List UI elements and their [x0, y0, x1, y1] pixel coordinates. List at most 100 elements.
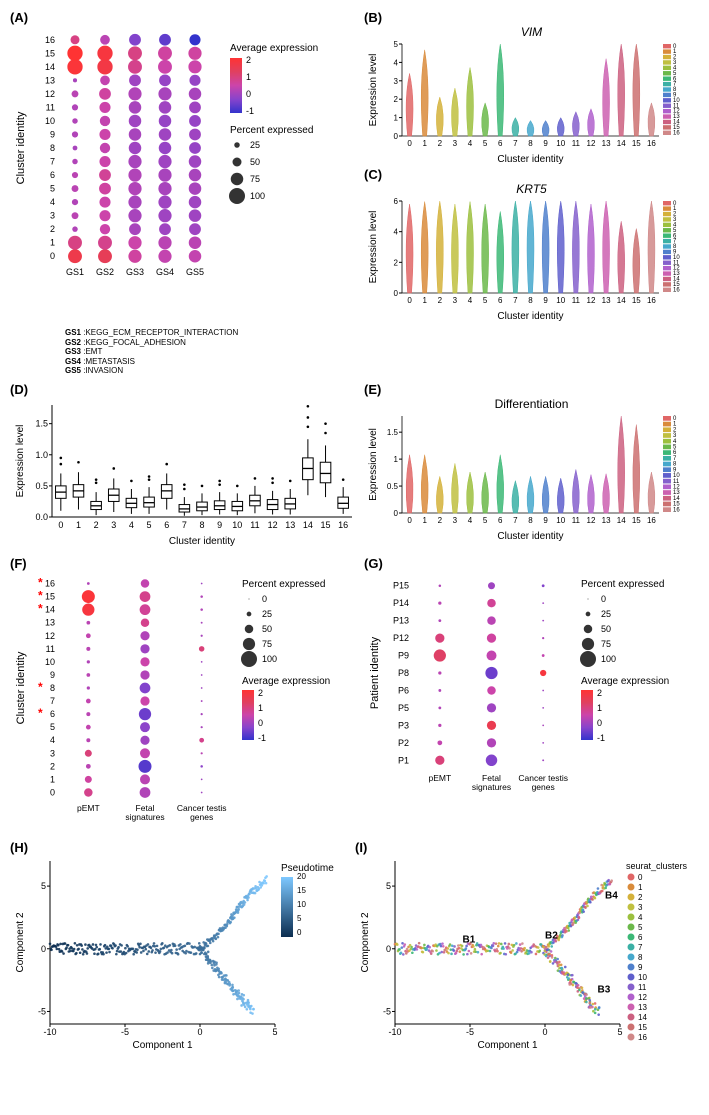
svg-text:pEMT: pEMT: [428, 773, 451, 783]
svg-text:13: 13: [285, 520, 295, 530]
panel-C-violin: 0246Expression levelCluster identity0123…: [364, 196, 699, 324]
svg-text:13: 13: [602, 139, 611, 148]
svg-text:25: 25: [250, 140, 260, 150]
svg-text:0: 0: [407, 296, 412, 305]
svg-text:0: 0: [297, 928, 302, 937]
label-D: (D): [10, 382, 28, 397]
svg-text:0: 0: [394, 289, 399, 298]
svg-text:75: 75: [262, 639, 272, 649]
svg-text:B1: B1: [463, 934, 476, 945]
svg-text:12: 12: [587, 139, 596, 148]
svg-text:8: 8: [50, 683, 55, 693]
svg-text:seurat_clusters: seurat_clusters: [626, 861, 688, 871]
svg-text:7: 7: [638, 943, 643, 952]
svg-text:0: 0: [258, 718, 263, 728]
svg-text:16: 16: [647, 516, 656, 525]
svg-text:Component 1: Component 1: [132, 1040, 192, 1050]
svg-text:genes: genes: [532, 782, 555, 792]
svg-text:-10: -10: [43, 1027, 56, 1037]
svg-text:100: 100: [250, 191, 265, 201]
svg-text:Component 1: Component 1: [477, 1040, 537, 1050]
svg-text:14: 14: [303, 520, 313, 530]
svg-text:P12: P12: [393, 633, 409, 643]
svg-text:signatures: signatures: [125, 812, 164, 822]
svg-text:6: 6: [498, 516, 503, 525]
svg-text:4: 4: [468, 516, 473, 525]
svg-text:0.5: 0.5: [35, 481, 48, 491]
svg-text:10: 10: [45, 657, 55, 667]
svg-text:Cluster identity: Cluster identity: [497, 531, 563, 541]
panel-D-boxplot: 0.00.51.01.5Expression levelCluster iden…: [10, 397, 364, 550]
svg-text:4: 4: [50, 197, 55, 207]
svg-text:2: 2: [50, 761, 55, 771]
svg-text:5: 5: [50, 722, 55, 732]
svg-text:16: 16: [673, 507, 680, 513]
svg-text:5: 5: [297, 914, 302, 923]
svg-text:0: 0: [50, 251, 55, 261]
svg-text:3: 3: [111, 520, 116, 530]
svg-text:4: 4: [50, 735, 55, 745]
svg-text:Percent expressed: Percent expressed: [581, 579, 664, 590]
svg-text:15: 15: [297, 886, 306, 895]
svg-text:16: 16: [338, 520, 348, 530]
svg-text:1: 1: [422, 296, 427, 305]
svg-text:15: 15: [321, 520, 331, 530]
label-C: (C): [364, 167, 382, 182]
svg-text:-5: -5: [38, 1006, 46, 1016]
svg-text:2: 2: [394, 258, 399, 267]
svg-text:1: 1: [422, 139, 427, 148]
panelE-title: Differentiation: [364, 397, 699, 411]
svg-text:100: 100: [262, 654, 277, 664]
svg-text:14: 14: [617, 139, 626, 148]
svg-text:Average expression: Average expression: [581, 676, 669, 687]
svg-text:0.0: 0.0: [35, 512, 48, 522]
svg-text:0: 0: [58, 520, 63, 530]
svg-text:1: 1: [76, 520, 81, 530]
svg-text:0: 0: [246, 89, 251, 99]
svg-text:0: 0: [601, 594, 606, 604]
svg-text:16: 16: [673, 130, 680, 136]
svg-text:12: 12: [45, 631, 55, 641]
svg-text:13: 13: [602, 296, 611, 305]
svg-text:5: 5: [147, 520, 152, 530]
svg-text:5: 5: [617, 1027, 622, 1037]
svg-text:2: 2: [94, 520, 99, 530]
svg-text:-1: -1: [258, 733, 266, 743]
svg-text:Cluster identity: Cluster identity: [169, 536, 235, 547]
svg-text:GS1: GS1: [66, 267, 84, 277]
svg-text:Pseudotime: Pseudotime: [281, 863, 334, 874]
panelC-title: KRT5: [364, 182, 699, 196]
svg-text:6: 6: [164, 520, 169, 530]
svg-text:13: 13: [45, 618, 55, 628]
svg-text:7: 7: [182, 520, 187, 530]
svg-text:B2: B2: [545, 931, 558, 942]
panel-H-trajectory: -10-505-505Component 1Component 2Pseudot…: [10, 855, 355, 1053]
svg-text:2: 2: [597, 688, 602, 698]
svg-text:12: 12: [587, 516, 596, 525]
svg-text:1: 1: [422, 516, 427, 525]
panel-I-trajectory: -10-505-505Component 1Component 2B1B2B3B…: [355, 855, 700, 1053]
svg-text:6: 6: [394, 197, 399, 206]
svg-text:10: 10: [45, 116, 55, 126]
svg-text:0: 0: [50, 787, 55, 797]
svg-text:15: 15: [632, 516, 641, 525]
svg-text:0: 0: [407, 516, 412, 525]
svg-text:-5: -5: [121, 1027, 129, 1037]
svg-text:2: 2: [438, 139, 443, 148]
svg-text:15: 15: [45, 48, 55, 58]
panel-A-dotplot: 012345678910111213141516GS1GS2GS3GS4GS5C…: [10, 25, 364, 328]
svg-text:3: 3: [453, 296, 458, 305]
svg-text:10: 10: [556, 516, 565, 525]
svg-text:5: 5: [394, 40, 399, 49]
svg-text:Expression level: Expression level: [15, 425, 26, 498]
svg-text:B4: B4: [605, 891, 618, 902]
svg-text:100: 100: [601, 654, 616, 664]
svg-text:14: 14: [617, 516, 626, 525]
svg-text:*: *: [38, 680, 43, 694]
svg-text:1.5: 1.5: [35, 419, 48, 429]
svg-text:16: 16: [45, 35, 55, 45]
svg-text:0: 0: [394, 509, 399, 518]
svg-text:2: 2: [50, 224, 55, 234]
svg-text:11: 11: [46, 102, 55, 112]
svg-text:*: *: [38, 575, 43, 589]
